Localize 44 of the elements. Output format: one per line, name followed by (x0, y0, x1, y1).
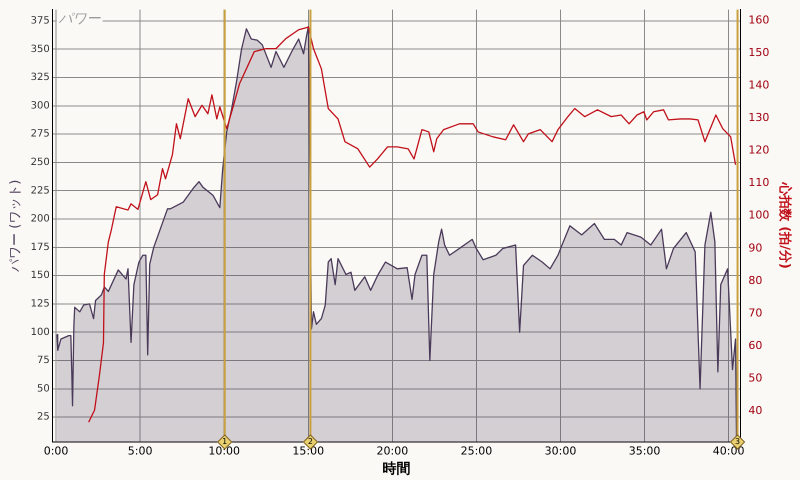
y-tick-label: 325 (30, 72, 50, 84)
y-tick-label: 250 (30, 157, 50, 168)
y2-tick-label: 80 (748, 274, 762, 287)
y2-tick-label: 130 (748, 111, 770, 124)
y2-tick-label: 160 (748, 14, 770, 27)
y-tick-label: 125 (30, 298, 50, 310)
y-tick-label: 50 (36, 383, 50, 394)
annotation: 1 (222, 437, 228, 446)
x-tick-label: 25:00 (460, 444, 492, 458)
y-tick-label: 100 (30, 326, 50, 338)
annotation: 2 (308, 437, 313, 446)
x-tick-label: 0:00 (44, 444, 68, 458)
y-tick-label: 25 (36, 412, 50, 423)
y2-tick-label: 150 (748, 46, 770, 60)
x-tick-label: 40:00 (712, 444, 744, 458)
y2-tick-label: 140 (748, 78, 770, 92)
y2-tick-label: 120 (748, 144, 770, 157)
x-tick-label: 15:00 (292, 444, 324, 458)
y-tick-label: 225 (30, 185, 50, 196)
y-tick-label: 275 (30, 128, 50, 140)
x-axis-title: 時間 (382, 461, 411, 478)
x-tick-label: 20:00 (376, 444, 408, 458)
y2-tick-label: 100 (748, 208, 770, 222)
y2-tick-label: 40 (748, 404, 762, 417)
x-tick-label: 30:00 (544, 444, 576, 458)
x-tick-label: 5:00 (128, 444, 152, 458)
y2-tick-label: 90 (748, 241, 762, 254)
y-tick-label: 150 (30, 270, 50, 282)
y2-tick-label: 50 (748, 371, 762, 384)
x-tick-label: 35:00 (628, 444, 660, 458)
y-tick-label: 175 (30, 242, 50, 253)
annotation: 3 (735, 437, 740, 446)
x-tick-label: 10:00 (208, 444, 240, 458)
y2-tick-label: 70 (748, 306, 762, 320)
y-tick-label: 350 (30, 44, 50, 55)
y-tick-label: 75 (36, 355, 50, 366)
y-axis-title: パワー (ワット) (8, 180, 24, 273)
y-tick-label: 300 (30, 100, 50, 112)
y2-axis-title: 心拍数 (拍/分) (776, 182, 793, 269)
chart-title: パワー (58, 11, 102, 28)
y-tick-label: 375 (30, 16, 50, 27)
y2-tick-label: 60 (748, 338, 762, 352)
y-tick-label: 200 (30, 214, 50, 225)
y2-tick-label: 110 (748, 176, 770, 190)
